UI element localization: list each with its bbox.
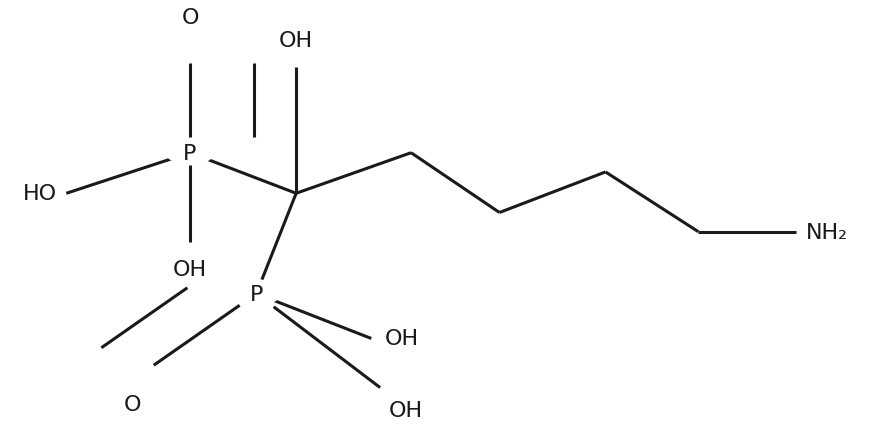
Circle shape — [165, 33, 215, 57]
Text: OH: OH — [389, 400, 423, 420]
Text: P: P — [183, 144, 197, 163]
Circle shape — [165, 141, 215, 165]
Text: P: P — [249, 284, 263, 304]
Text: HO: HO — [23, 184, 57, 204]
Text: NH₂: NH₂ — [806, 222, 849, 242]
Text: OH: OH — [385, 329, 419, 348]
Text: OH: OH — [173, 260, 207, 280]
Text: O: O — [124, 394, 141, 414]
Circle shape — [232, 282, 281, 306]
Text: O: O — [181, 8, 199, 28]
Circle shape — [112, 365, 162, 389]
Text: OH: OH — [279, 31, 313, 51]
